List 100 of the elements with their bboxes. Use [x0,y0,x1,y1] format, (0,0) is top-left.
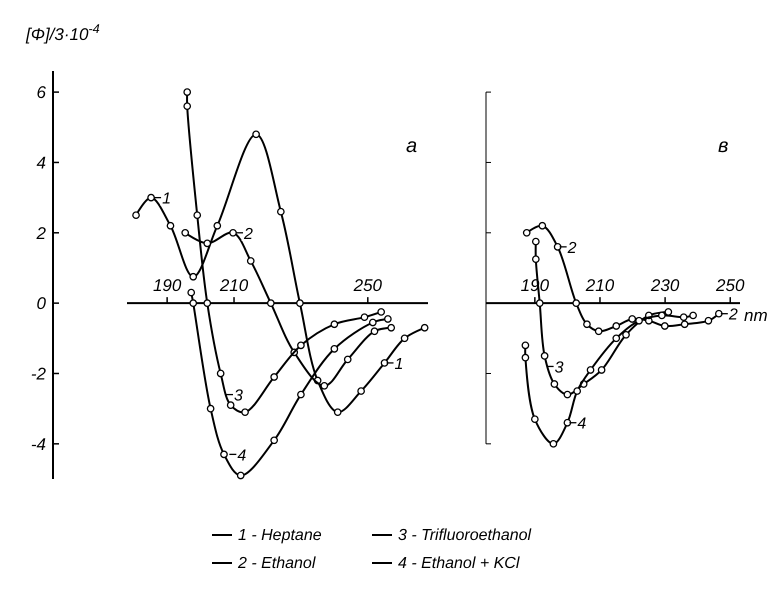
point [522,341,530,350]
point [357,387,365,395]
point [330,345,338,353]
point [714,310,723,318]
point [550,380,558,388]
point [622,330,630,339]
point [189,299,198,307]
point [183,88,192,96]
point [680,313,688,322]
point [635,316,643,325]
point [586,366,594,374]
point [380,359,388,367]
point [628,315,636,323]
point [664,308,672,316]
point [220,450,228,458]
point [377,308,386,316]
point [420,324,429,332]
point [266,299,275,307]
annotation: 4 [577,416,586,433]
point [658,312,666,320]
point [187,288,196,296]
annotation: 1 [394,356,404,373]
point [532,238,540,246]
point [252,130,260,138]
point [203,239,212,248]
x-tick-label: 210 [584,276,615,296]
annotation: a [406,134,418,157]
point [270,436,278,444]
point [594,327,603,336]
y-tick-label: 0 [36,294,47,314]
legend-label: 3 - Trifluoroethanol [398,527,532,544]
point [564,390,572,398]
point [550,440,558,448]
point [530,415,539,424]
x-tick-label: 190 [152,276,182,296]
point [229,228,237,237]
point [370,327,378,336]
point [660,322,669,330]
point [689,312,697,320]
x-tick-label: 210 [218,276,249,296]
point [241,408,249,416]
point [538,222,546,230]
annotation: 1 [162,190,171,208]
point [573,387,582,395]
legend-label: 4 - Ethanol + KCl [398,555,520,572]
point [522,354,530,362]
point [193,211,202,220]
point [166,222,174,230]
annotation: 2 [243,226,254,243]
point [296,299,304,307]
point [522,228,531,237]
point [181,228,190,237]
point [270,373,278,381]
point [583,320,591,328]
annotation: 2 [566,240,577,257]
point [384,315,392,323]
point [216,370,224,378]
point [680,320,688,328]
x-tick-label: 250 [352,276,383,296]
point [320,382,328,390]
annotation: 2 [728,306,738,324]
point [554,243,562,251]
y-tick-label: 2 [36,224,47,243]
x-tick-label: 250 [715,276,745,296]
y-tick-label: 6 [36,83,47,102]
point [330,320,338,328]
annotation: 3 [554,359,564,376]
point [612,334,620,342]
point [360,313,368,322]
point [297,390,305,398]
y-tick-label: 4 [36,153,46,172]
y-tick-label: -2 [30,364,47,384]
point [147,194,155,202]
point [334,408,342,416]
point [183,102,192,110]
point [400,334,408,342]
point [704,316,712,325]
point [536,299,544,307]
point [276,208,285,216]
legend-label: 2 - Ethanol [237,555,316,572]
point [297,341,305,350]
point [213,222,222,230]
point [564,418,572,427]
y-axis-title: [Φ]/3·10$^{-4}$ [25,20,100,44]
annotation: 4 [237,447,246,464]
point [598,366,606,374]
annotation: 3 [234,388,243,405]
point [246,257,255,265]
point [189,272,198,281]
x-tick-label: 230 [650,276,680,296]
y-tick-label: -4 [30,434,46,454]
point [387,324,396,332]
point [344,356,352,364]
point [206,404,214,413]
point [368,318,377,326]
point [203,299,212,307]
point [612,322,620,330]
annotation: в [718,134,728,157]
point [236,472,245,480]
point [532,255,540,264]
